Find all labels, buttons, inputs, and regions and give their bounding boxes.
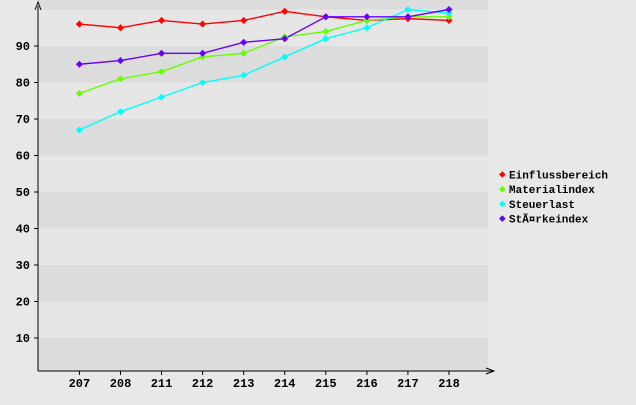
- svg-text:217: 217: [397, 377, 419, 391]
- svg-text:80: 80: [16, 77, 30, 91]
- svg-text:70: 70: [16, 113, 30, 127]
- svg-text:Einflussbereich: Einflussbereich: [509, 171, 608, 183]
- svg-text:StÃ¤rkeindex: StÃ¤rkeindex: [509, 213, 589, 227]
- svg-text:212: 212: [192, 377, 214, 391]
- svg-text:40: 40: [16, 223, 30, 237]
- svg-text:60: 60: [16, 150, 30, 164]
- svg-text:20: 20: [16, 296, 30, 310]
- svg-text:215: 215: [315, 377, 337, 391]
- svg-text:10: 10: [16, 332, 30, 346]
- svg-text:214: 214: [274, 377, 296, 391]
- svg-text:211: 211: [151, 377, 173, 391]
- svg-text:218: 218: [438, 377, 460, 391]
- svg-text:50: 50: [16, 186, 30, 200]
- svg-text:90: 90: [16, 40, 30, 54]
- svg-text:Steuerlast: Steuerlast: [509, 200, 575, 212]
- svg-text:Materialindex: Materialindex: [509, 185, 595, 197]
- svg-text:30: 30: [16, 259, 30, 273]
- svg-text:216: 216: [356, 377, 378, 391]
- svg-text:208: 208: [110, 377, 132, 391]
- svg-text:207: 207: [69, 377, 91, 391]
- svg-text:213: 213: [233, 377, 255, 391]
